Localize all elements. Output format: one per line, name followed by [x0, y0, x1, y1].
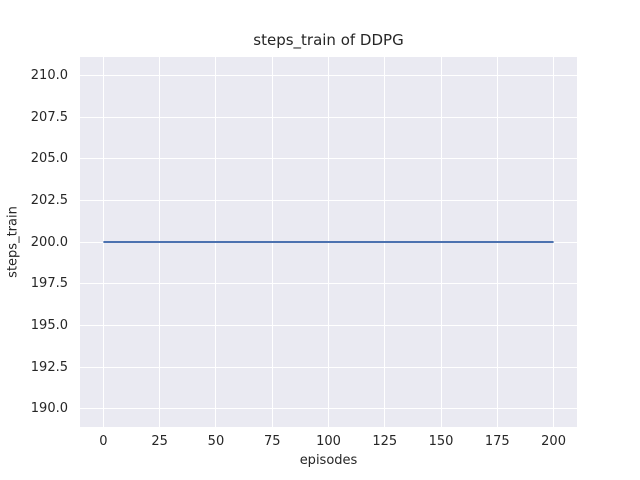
- gridline-horizontal: [80, 324, 577, 326]
- gridline-horizontal: [80, 158, 577, 160]
- plot-area: [80, 57, 577, 427]
- series-layer: [103, 241, 554, 243]
- x-tick-label: 25: [151, 434, 168, 449]
- y-tick-label: 192.5: [30, 359, 68, 375]
- gridline-horizontal: [80, 408, 577, 410]
- y-tick-label: 207.5: [30, 109, 68, 125]
- y-tick-label: 202.5: [30, 192, 68, 208]
- y-tick-label: 195.0: [30, 317, 68, 333]
- y-tick-label: 190.0: [30, 401, 68, 417]
- gridline-horizontal: [80, 283, 577, 285]
- y-tick-label: 197.5: [30, 276, 68, 292]
- chart-title: steps_train of DDPG: [253, 31, 404, 49]
- gridline-horizontal: [80, 74, 577, 76]
- x-tick-label: 75: [263, 434, 281, 449]
- x-tick-label: 100: [316, 434, 341, 449]
- gridline-horizontal: [80, 116, 577, 118]
- y-tick-label: 210.0: [30, 67, 68, 83]
- y-tick-label: 200.0: [30, 234, 68, 250]
- gridline-horizontal: [80, 366, 577, 368]
- x-tick-label: 0: [99, 434, 108, 449]
- x-tick-label: 50: [207, 434, 225, 449]
- y-tick-label: 205.0: [30, 151, 68, 167]
- x-tick-label: 150: [428, 434, 454, 449]
- x-tick-label: 175: [484, 434, 510, 449]
- x-axis-label: episodes: [299, 453, 358, 468]
- gridline-horizontal: [80, 199, 577, 201]
- x-tick-label: 200: [541, 434, 566, 449]
- x-tick-label: 125: [372, 434, 398, 449]
